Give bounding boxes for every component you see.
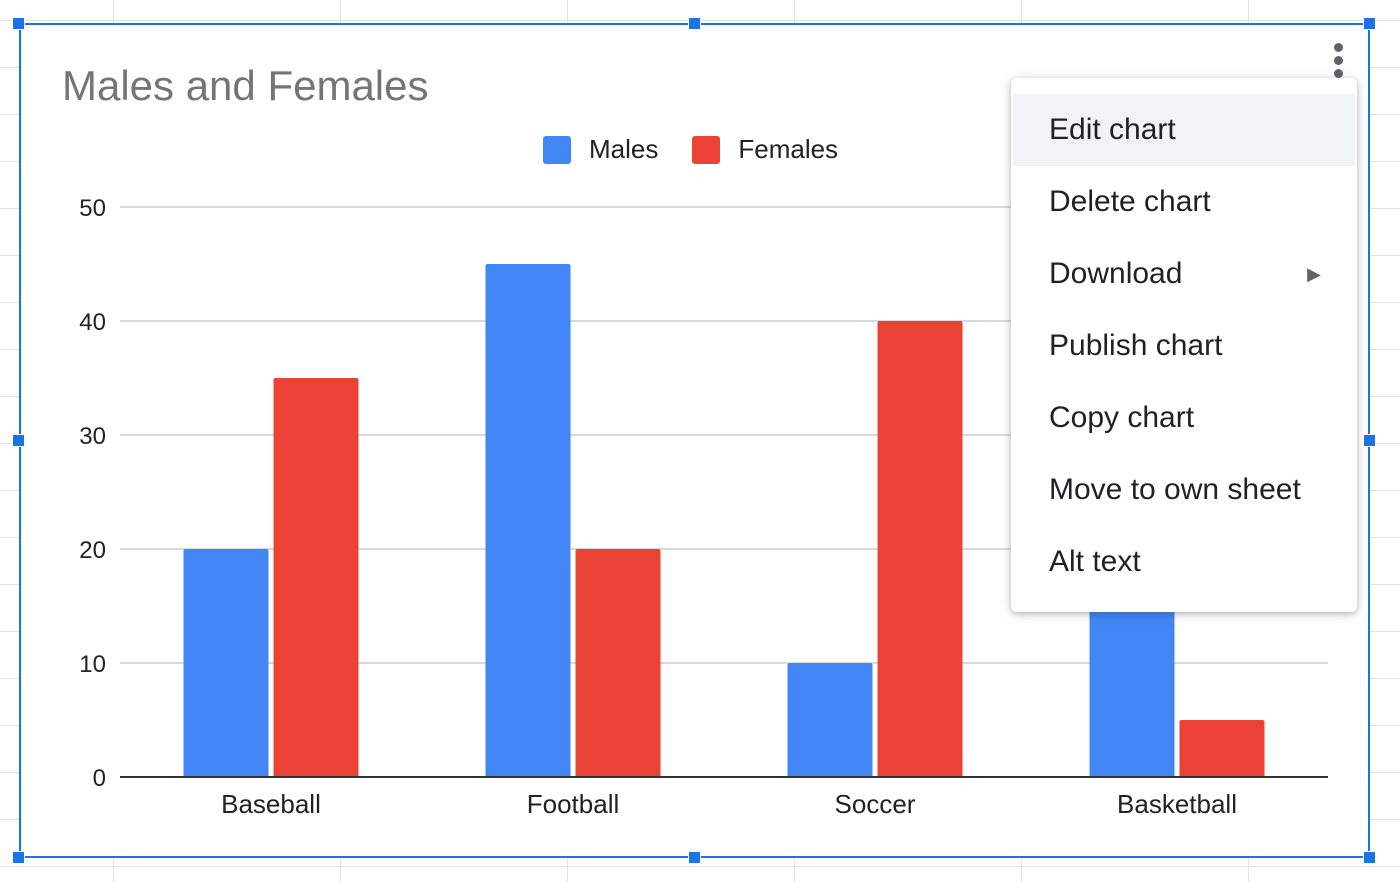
chart-context-menu: Edit chart Delete chart Download ▶ Publish c… xyxy=(1011,78,1357,612)
menu-item-edit-chart[interactable]: Edit chart xyxy=(1013,94,1355,166)
menu-item-copy-chart[interactable]: Copy chart xyxy=(1011,382,1357,454)
bar-females-basketball[interactable] xyxy=(1179,720,1265,777)
resize-handle-bottom-left[interactable] xyxy=(12,851,25,864)
legend-item-females[interactable]: Females xyxy=(692,134,838,165)
bar-females-football[interactable] xyxy=(575,549,661,777)
resize-handle-middle-right[interactable] xyxy=(1363,434,1376,447)
menu-item-download[interactable]: Download ▶ xyxy=(1011,238,1357,310)
resize-handle-bottom-right[interactable] xyxy=(1363,851,1376,864)
menu-item-label: Move to own sheet xyxy=(1049,473,1301,506)
y-tick-label: 20 xyxy=(79,537,106,564)
y-tick-label: 10 xyxy=(79,651,106,678)
legend-item-males[interactable]: Males xyxy=(543,134,658,165)
bar-males-football[interactable] xyxy=(485,264,571,777)
bar-females-soccer[interactable] xyxy=(877,321,963,777)
menu-item-publish-chart[interactable]: Publish chart xyxy=(1011,310,1357,382)
chart-title[interactable]: Males and Females xyxy=(62,62,429,109)
resize-handle-top-center[interactable] xyxy=(688,17,701,30)
x-tick-label: Baseball xyxy=(221,789,321,819)
menu-item-label: Delete chart xyxy=(1049,185,1211,218)
more-vert-icon-dot xyxy=(1333,68,1343,78)
resize-handle-middle-left[interactable] xyxy=(12,434,25,447)
y-tick-label: 0 xyxy=(93,765,106,792)
resize-handle-top-left[interactable] xyxy=(12,17,25,30)
bar-males-baseball[interactable] xyxy=(183,549,269,777)
y-tick-label: 40 xyxy=(79,309,106,336)
menu-item-delete-chart[interactable]: Delete chart xyxy=(1011,166,1357,238)
resize-handle-bottom-center[interactable] xyxy=(688,851,701,864)
legend-label-females: Females xyxy=(738,134,839,164)
x-tick-label: Soccer xyxy=(835,789,916,819)
menu-item-label: Publish chart xyxy=(1049,329,1223,362)
menu-item-label: Alt text xyxy=(1049,545,1141,578)
resize-handle-top-right[interactable] xyxy=(1363,17,1376,30)
legend-swatch-females xyxy=(692,135,721,164)
x-tick-label: Football xyxy=(527,789,620,819)
chart-more-options-button[interactable] xyxy=(1322,38,1354,82)
x-tick-label: Basketball xyxy=(1117,789,1237,819)
submenu-arrow-icon: ▶ xyxy=(1307,264,1321,284)
menu-item-label: Copy chart xyxy=(1049,401,1195,434)
menu-item-label: Download xyxy=(1049,257,1183,290)
menu-item-label: Edit chart xyxy=(1049,113,1176,146)
legend-swatch-males xyxy=(543,135,571,164)
more-vert-icon xyxy=(1333,42,1343,52)
chart-legend: Males Females xyxy=(543,134,872,165)
bar-females-baseball[interactable] xyxy=(273,378,359,777)
y-tick-label: 30 xyxy=(79,423,106,450)
menu-item-move-to-own-sheet[interactable]: Move to own sheet xyxy=(1011,454,1357,526)
legend-label-males: Males xyxy=(589,134,659,164)
bar-males-basketball[interactable] xyxy=(1089,606,1175,777)
bar-males-soccer[interactable] xyxy=(787,663,873,777)
more-vert-icon-dot xyxy=(1333,55,1343,65)
y-tick-label: 50 xyxy=(79,195,106,222)
menu-item-alt-text[interactable]: Alt text xyxy=(1011,526,1357,598)
